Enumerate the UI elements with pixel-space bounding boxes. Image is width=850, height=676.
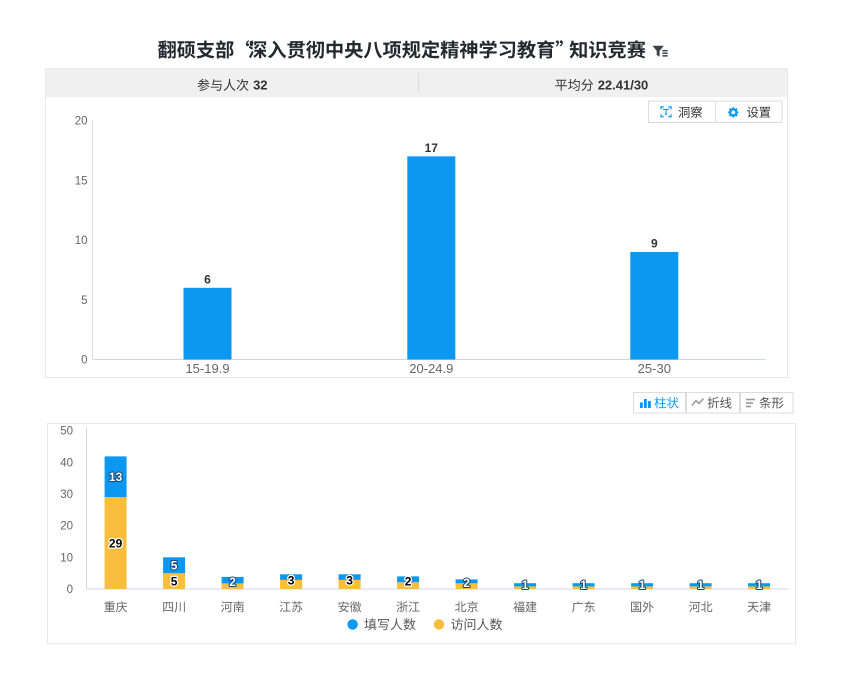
svg-text:3: 3 bbox=[288, 573, 295, 587]
svg-text:2: 2 bbox=[229, 575, 236, 589]
svg-text:1: 1 bbox=[756, 578, 763, 592]
svg-text:5: 5 bbox=[171, 574, 178, 588]
svg-text:25-30: 25-30 bbox=[638, 361, 671, 376]
svg-text:10: 10 bbox=[75, 235, 88, 247]
svg-text:32: 32 bbox=[253, 78, 267, 93]
svg-text:20-24.9: 20-24.9 bbox=[409, 361, 453, 376]
svg-text:13: 13 bbox=[109, 470, 123, 484]
svg-text:10: 10 bbox=[60, 552, 73, 564]
svg-text:40: 40 bbox=[60, 457, 73, 469]
svg-text:2: 2 bbox=[405, 575, 412, 589]
svg-text:29: 29 bbox=[109, 536, 123, 550]
svg-text:1: 1 bbox=[522, 578, 529, 592]
svg-text:22.41/30: 22.41/30 bbox=[598, 78, 649, 93]
svg-text:15: 15 bbox=[75, 175, 88, 187]
svg-text:9: 9 bbox=[651, 236, 658, 250]
svg-text:0: 0 bbox=[67, 584, 73, 596]
svg-text:6: 6 bbox=[204, 272, 211, 286]
svg-text:1: 1 bbox=[580, 578, 587, 592]
svg-text:50: 50 bbox=[60, 426, 73, 438]
svg-text:1: 1 bbox=[697, 578, 704, 592]
svg-text:2: 2 bbox=[463, 576, 470, 590]
svg-text:20: 20 bbox=[75, 116, 88, 128]
svg-text:15-19.9: 15-19.9 bbox=[185, 361, 229, 376]
svg-text:17: 17 bbox=[425, 141, 439, 155]
svg-text:5: 5 bbox=[81, 295, 87, 307]
svg-text:1: 1 bbox=[639, 578, 646, 592]
svg-text:3: 3 bbox=[346, 573, 353, 587]
svg-text:5: 5 bbox=[171, 559, 178, 573]
svg-text:30: 30 bbox=[60, 489, 73, 501]
svg-text:0: 0 bbox=[81, 355, 87, 367]
svg-text:20: 20 bbox=[60, 521, 73, 533]
